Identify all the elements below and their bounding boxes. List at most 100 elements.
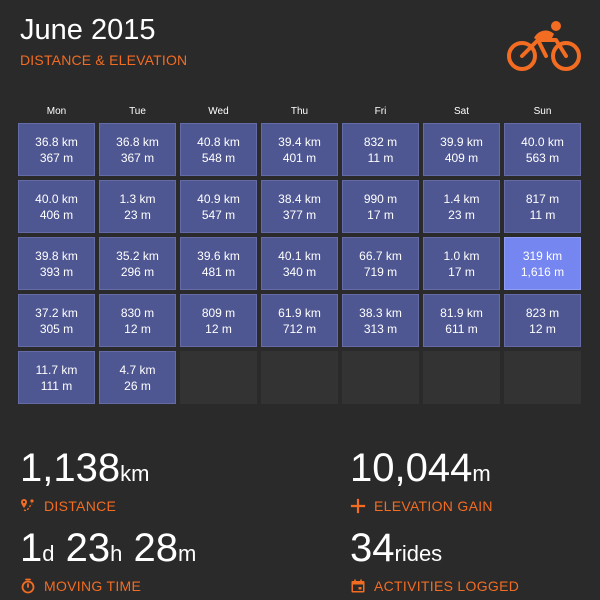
calendar-day-cell[interactable]: 1.3 km 23 m (99, 180, 176, 233)
cell-distance: 1.3 km (119, 191, 156, 206)
elevation-value: 10,044 (350, 446, 473, 490)
calendar-day-cell[interactable]: 40.9 km 547 m (180, 180, 257, 233)
cell-elevation: 12 m (124, 321, 151, 336)
cell-elevation: 409 m (444, 150, 479, 165)
cell-elevation: 611 m (445, 321, 478, 336)
moving-hours-unit: h (110, 541, 123, 566)
calendar-day-cell[interactable]: 832 m 11 m (342, 123, 419, 176)
cell-distance: 817 m (525, 191, 560, 206)
day-name-wed: Wed (208, 106, 229, 117)
calendar-day-cell[interactable]: 66.7 km 719 m (342, 237, 419, 290)
cell-distance: 39.6 km (197, 248, 240, 263)
calendar-day-cell[interactable]: 61.9 km 712 m (261, 294, 338, 347)
stopwatch-icon (21, 578, 35, 594)
cell-distance: 809 m (201, 305, 236, 320)
cell-elevation: 481 m (201, 264, 236, 279)
cyclist-icon (507, 21, 581, 71)
calendar-empty-cell (342, 351, 419, 404)
moving-days-value: 1 (20, 526, 43, 570)
activities-label: ACTIVITIES LOGGED (374, 578, 520, 594)
calendar-grid: 36.8 km 367 m 36.8 km 367 m 40.8 km 548 m 39.4… (18, 123, 582, 404)
calendar-day-cell[interactable]: 38.4 km 377 m (261, 180, 338, 233)
cell-elevation: 305 m (39, 321, 74, 336)
calendar-day-cell[interactable]: 40.1 km 340 m (261, 237, 338, 290)
calendar-icon (351, 579, 365, 593)
cell-distance: 39.4 km (278, 134, 321, 149)
cell-distance: 823 m (525, 305, 560, 320)
calendar-day-cell[interactable]: 39.6 km 481 m (180, 237, 257, 290)
calendar-day-cell[interactable]: 1.0 km 17 m (423, 237, 500, 290)
cell-distance: 11.7 km (35, 362, 78, 377)
cell-distance: 38.4 km (278, 191, 321, 206)
calendar-day-cell[interactable]: 38.3 km 313 m (342, 294, 419, 347)
calendar-day-cell[interactable]: 319 km 1,616 m (504, 237, 581, 290)
cell-elevation: 11 m (367, 150, 394, 165)
cell-distance: 40.0 km (521, 134, 564, 149)
cell-distance: 40.8 km (197, 134, 240, 149)
calendar-day-cell[interactable]: 36.8 km 367 m (99, 123, 176, 176)
calendar-day-cell[interactable]: 11.7 km 111 m (18, 351, 95, 404)
day-name-tue: Tue (129, 106, 146, 117)
calendar-day-cell[interactable]: 817 m 11 m (504, 180, 581, 233)
calendar-day-cell[interactable]: 37.2 km 305 m (18, 294, 95, 347)
stat-elevation: 10,044m ELEVATION GAIN (350, 446, 493, 514)
stat-moving-time: 1d 23h 28m MOVING TIME (20, 526, 196, 594)
calendar-day-cell[interactable]: 40.0 km 563 m (504, 123, 581, 176)
day-name-thu: Thu (290, 106, 309, 117)
calendar-day-cell[interactable]: 81.9 km 611 m (423, 294, 500, 347)
cell-elevation: 712 m (282, 321, 317, 336)
route-pin-icon (21, 499, 34, 512)
cell-elevation: 23 m (448, 207, 475, 222)
calendar-day-cell[interactable]: 40.8 km 548 m (180, 123, 257, 176)
cell-distance: 1.0 km (443, 248, 480, 263)
calendar-day-cell[interactable]: 823 m 12 m (504, 294, 581, 347)
cell-elevation: 111 m (40, 378, 73, 393)
day-name-mon: Mon (46, 106, 67, 117)
cell-elevation: 406 m (39, 207, 74, 222)
cell-distance: 39.8 km (35, 248, 78, 263)
page-title: June 2015 (20, 14, 156, 46)
calendar-day-cell[interactable]: 1.4 km 23 m (423, 180, 500, 233)
moving-minutes-unit: m (178, 541, 197, 566)
cell-elevation: 401 m (282, 150, 317, 165)
calendar-day-cell[interactable]: 4.7 km 26 m (99, 351, 176, 404)
calendar-day-cell[interactable]: 39.8 km 393 m (18, 237, 95, 290)
cell-distance: 39.9 km (440, 134, 483, 149)
calendar-day-cell[interactable]: 809 m 12 m (180, 294, 257, 347)
calendar-day-cell[interactable]: 830 m 12 m (99, 294, 176, 347)
calendar-day-cell[interactable]: 36.8 km 367 m (18, 123, 95, 176)
cell-elevation: 26 m (124, 378, 151, 393)
elevation-unit: m (472, 461, 491, 486)
moving-hours-value: 23 (65, 526, 111, 570)
cell-elevation: 393 m (39, 264, 74, 279)
cell-distance: 81.9 km (440, 305, 483, 320)
cell-distance: 1.4 km (443, 191, 480, 206)
plus-icon (350, 498, 366, 514)
elevation-label: ELEVATION GAIN (374, 498, 493, 514)
cell-distance: 40.0 km (35, 191, 78, 206)
calendar-day-cell[interactable]: 35.2 km 296 m (99, 237, 176, 290)
cell-elevation: 367 m (39, 150, 74, 165)
cell-elevation: 367 m (120, 150, 155, 165)
distance-value: 1,138 (20, 446, 121, 490)
calendar-empty-cell (261, 351, 338, 404)
calendar-day-cell[interactable]: 990 m 17 m (342, 180, 419, 233)
calendar-empty-cell (423, 351, 500, 404)
distance-label: DISTANCE (44, 498, 117, 514)
stat-activities: 34rides ACTIVITIES LOGGED (350, 526, 519, 594)
day-names-row: Mon Tue Wed Thu Fri Sat Sun (18, 104, 582, 122)
distance-unit: km (120, 461, 150, 486)
calendar-day-cell[interactable]: 40.0 km 406 m (18, 180, 95, 233)
cell-elevation: 17 m (448, 264, 475, 279)
calendar-day-cell[interactable]: 39.9 km 409 m (423, 123, 500, 176)
moving-minutes-value: 28 (133, 526, 179, 570)
cell-distance: 38.3 km (359, 305, 402, 320)
day-name-sun: Sun (533, 106, 552, 117)
cell-distance: 36.8 km (35, 134, 78, 149)
calendar-day-cell[interactable]: 39.4 km 401 m (261, 123, 338, 176)
activities-value: 34 (350, 526, 395, 570)
day-name-sat: Sat (453, 106, 469, 117)
calendar-empty-cell (504, 351, 581, 404)
calendar-empty-cell (180, 351, 257, 404)
cell-distance: 319 km (522, 248, 563, 263)
